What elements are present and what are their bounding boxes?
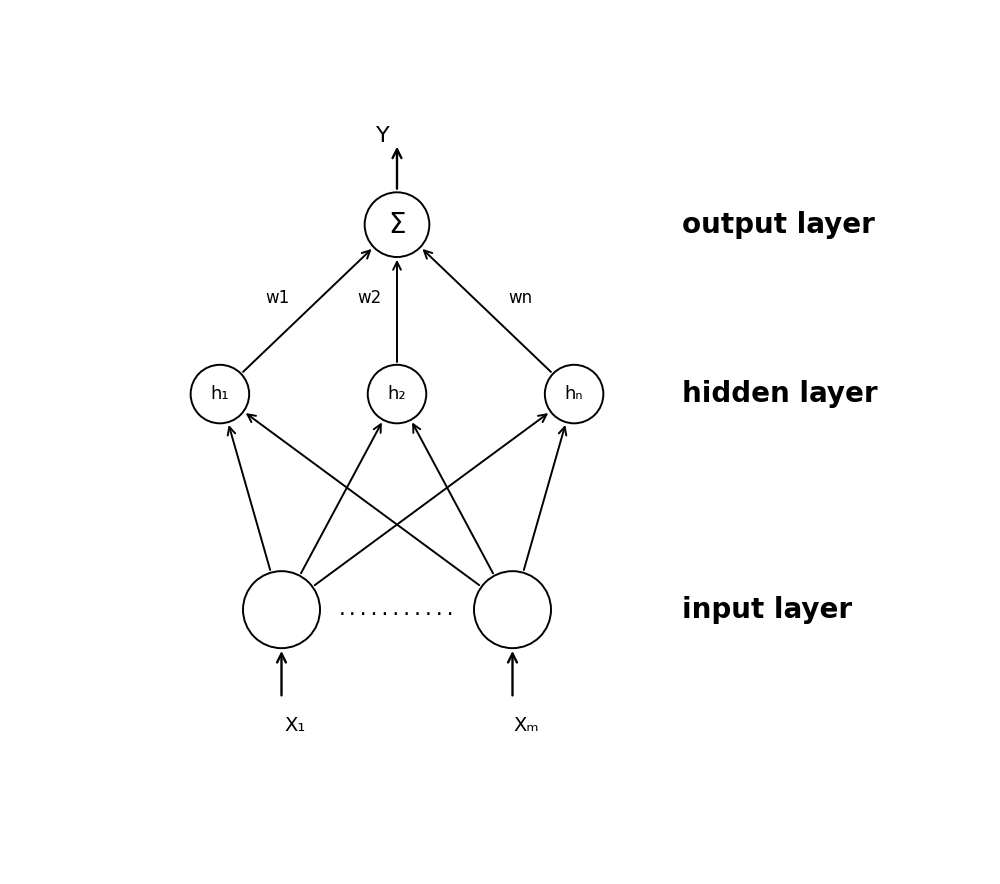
- Text: Y: Y: [376, 126, 390, 146]
- Text: X₁: X₁: [285, 716, 306, 735]
- Text: hidden layer: hidden layer: [682, 380, 878, 408]
- Circle shape: [474, 571, 551, 648]
- Text: hₙ: hₙ: [565, 385, 583, 403]
- Text: ...........: ...........: [337, 600, 457, 619]
- Circle shape: [545, 365, 603, 423]
- Text: w2: w2: [357, 289, 382, 307]
- Circle shape: [365, 193, 429, 257]
- Text: h₂: h₂: [388, 385, 406, 403]
- Circle shape: [368, 365, 426, 423]
- Text: wn: wn: [509, 289, 533, 307]
- Text: w1: w1: [265, 289, 289, 307]
- Text: Xₘ: Xₘ: [514, 716, 539, 735]
- Circle shape: [191, 365, 249, 423]
- Text: Σ: Σ: [388, 210, 406, 239]
- Text: output layer: output layer: [682, 210, 875, 239]
- Circle shape: [243, 571, 320, 648]
- Text: input layer: input layer: [682, 596, 852, 623]
- Text: h₁: h₁: [211, 385, 229, 403]
